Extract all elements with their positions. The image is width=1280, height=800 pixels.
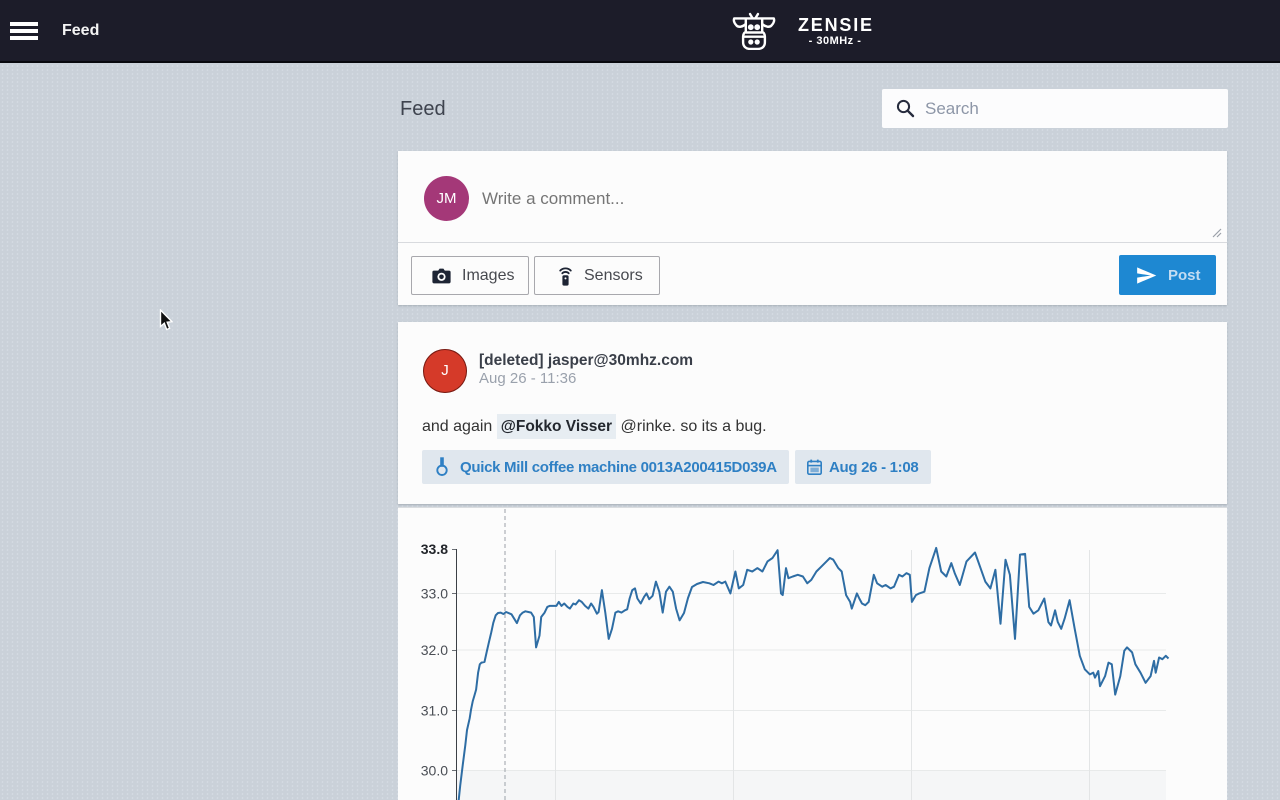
svg-text:32.0: 32.0 xyxy=(421,642,448,658)
svg-text:33.0: 33.0 xyxy=(421,586,448,602)
svg-text:33.8: 33.8 xyxy=(421,541,448,557)
svg-text:31.0: 31.0 xyxy=(421,703,448,719)
svg-text:30.0: 30.0 xyxy=(421,763,448,779)
